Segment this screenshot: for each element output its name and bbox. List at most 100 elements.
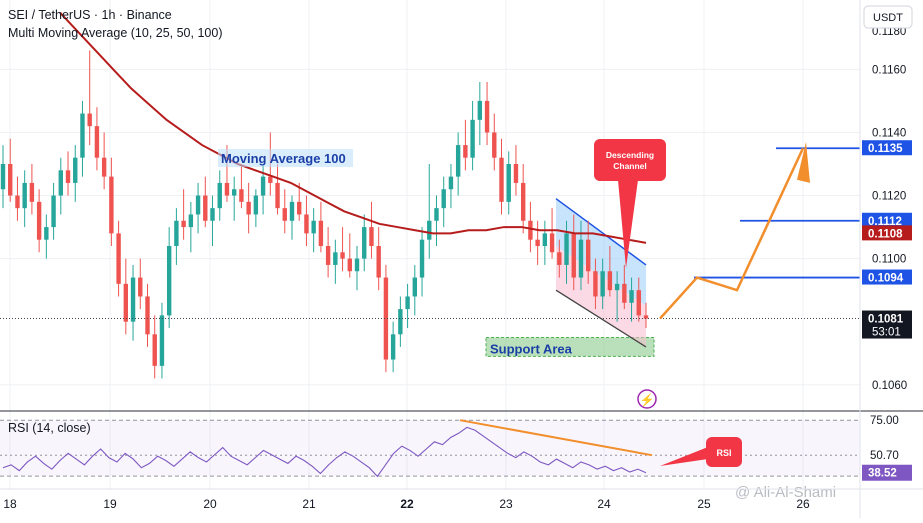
candle-body (80, 113, 85, 158)
candle-body (268, 176, 273, 183)
price-tag-bg (862, 225, 912, 241)
candle-body (145, 296, 150, 335)
candle-body (390, 334, 396, 360)
candle-body (347, 258, 352, 272)
price-tag-bg (862, 212, 912, 228)
candle-body (636, 290, 641, 316)
price-tag-label: 0.1108 (868, 228, 903, 240)
candle-body (166, 246, 172, 316)
candle-body (383, 277, 389, 360)
rsi-callout-box (706, 437, 742, 467)
time-tick-label: 23 (499, 497, 513, 511)
candle-body (58, 170, 63, 196)
candle-body (499, 157, 504, 202)
candle-body (297, 201, 302, 215)
price-tick-label: 0.1140 (872, 127, 906, 139)
candle-body (535, 239, 540, 246)
candle-body (203, 195, 208, 221)
candle-body (116, 233, 121, 284)
candle-body (354, 258, 360, 272)
price-tick-label: 0.1120 (872, 191, 906, 203)
candle-body (195, 195, 201, 215)
price-tick-label: 0.1100 (872, 254, 906, 266)
candle-body (376, 246, 381, 278)
price-tag-bg (862, 140, 912, 156)
candle-body (586, 239, 591, 272)
time-tick-label: 20 (203, 497, 217, 511)
candle-body (15, 195, 20, 209)
indicator-legend: Multi Moving Average (10, 25, 50, 100) (8, 26, 223, 40)
candle-body (477, 100, 483, 120)
price-tag-label: 0.1112 (868, 216, 902, 228)
candle-body (340, 252, 345, 259)
projection-path (659, 147, 805, 320)
candle-body (492, 132, 497, 158)
candle-body (513, 164, 519, 183)
price-tag-countdown: 53:01 (872, 327, 901, 339)
rsi-callout-pointer (660, 447, 708, 466)
candle-body (289, 201, 295, 221)
candle-body (304, 214, 309, 234)
candle-body (138, 277, 143, 297)
candle-body (231, 189, 237, 196)
candle-body (210, 208, 215, 221)
channel-top-line (555, 198, 647, 266)
rsi-tick-label: 50.70 (870, 450, 899, 462)
projection-arrowhead (797, 141, 810, 183)
candle-body (434, 208, 439, 221)
candle-body (8, 164, 13, 196)
candle-body (362, 227, 367, 259)
rsi-line (2, 426, 647, 478)
candle-body (94, 126, 100, 158)
candle-body (607, 271, 613, 291)
candle-body (614, 283, 620, 291)
ma100-line (59, 11, 647, 244)
candle-body (463, 145, 468, 158)
candle-body (101, 157, 107, 177)
candle-body (448, 176, 454, 190)
candle-body (174, 220, 179, 246)
price-tick-label-partial: 0.1180 (872, 26, 906, 38)
candle-body (600, 271, 605, 297)
rsi-tick-label: 75.00 (870, 415, 899, 427)
candle-body (109, 176, 114, 234)
support-area (485, 336, 655, 357)
candle-body (181, 220, 186, 228)
time-tick-label: 24 (597, 497, 611, 511)
candle-body (253, 195, 259, 215)
candle-body (412, 277, 418, 297)
candle-body (578, 239, 584, 278)
candle-body (130, 277, 136, 322)
time-tick-label: 22 (400, 497, 414, 511)
candle-body (643, 315, 649, 319)
symbol-legend: SEI / TetherUS · 1h · Binance (8, 8, 172, 22)
candle-body (441, 189, 446, 209)
candle-body (217, 182, 222, 209)
candle-body (22, 182, 27, 209)
candle-body (470, 119, 475, 158)
rsi-tag-bg (862, 464, 912, 481)
candle-body (87, 113, 92, 127)
channel-callout-box (594, 139, 666, 181)
event-marker-glyph: ⚡ (640, 393, 655, 407)
grid (0, 0, 860, 490)
candle-body (369, 227, 374, 246)
time-tick-label: 19 (103, 497, 117, 511)
candle-body (318, 220, 324, 246)
candle-body (224, 182, 230, 196)
candle-body (405, 296, 410, 310)
watermark-text: @ Ali-Al-Shami (735, 484, 836, 501)
candle-body (275, 182, 280, 209)
candle-body (542, 233, 548, 246)
ma100-label-bg (218, 149, 353, 167)
rsi-legend: RSI (14, close) (8, 421, 91, 435)
time-tick-label: 26 (796, 497, 810, 511)
price-tag-label: 0.1094 (868, 273, 904, 285)
chart-marks: Support Area (0, 11, 860, 478)
candle-body (455, 145, 461, 177)
channel-upper-fill (556, 198, 646, 306)
